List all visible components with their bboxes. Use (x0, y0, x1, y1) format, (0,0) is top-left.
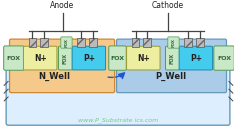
Bar (40, 38, 48, 47)
Bar (196, 38, 204, 47)
FancyBboxPatch shape (179, 46, 213, 70)
Text: N+: N+ (137, 54, 150, 63)
Text: www.P_Substrate ics.com: www.P_Substrate ics.com (78, 118, 158, 123)
Text: P+: P+ (190, 54, 202, 63)
FancyBboxPatch shape (168, 37, 179, 48)
Text: P_Well: P_Well (155, 72, 186, 81)
Bar (143, 38, 151, 47)
Text: Cathode: Cathode (152, 1, 184, 10)
Bar (132, 38, 139, 47)
Text: FOX: FOX (170, 53, 175, 64)
Bar (28, 38, 36, 47)
FancyBboxPatch shape (165, 46, 179, 70)
FancyBboxPatch shape (6, 65, 230, 125)
Text: N+: N+ (34, 54, 46, 63)
Text: FOX: FOX (64, 38, 68, 47)
FancyBboxPatch shape (4, 46, 24, 70)
Text: P+: P+ (83, 54, 95, 63)
FancyBboxPatch shape (59, 46, 73, 70)
FancyBboxPatch shape (23, 46, 57, 70)
Bar (89, 38, 97, 47)
FancyBboxPatch shape (72, 46, 105, 70)
Text: FOX: FOX (171, 38, 175, 47)
Text: FOX: FOX (110, 56, 124, 61)
FancyBboxPatch shape (9, 39, 115, 93)
FancyBboxPatch shape (109, 46, 126, 70)
Text: FOX: FOX (7, 56, 21, 61)
FancyBboxPatch shape (127, 46, 160, 70)
FancyBboxPatch shape (61, 37, 72, 48)
Text: FOX: FOX (217, 56, 231, 61)
Text: FOX: FOX (63, 53, 68, 64)
Bar (77, 38, 85, 47)
Text: Anode: Anode (50, 1, 75, 10)
Bar (184, 38, 192, 47)
FancyBboxPatch shape (117, 39, 227, 93)
FancyBboxPatch shape (214, 46, 234, 70)
Text: N_Well: N_Well (38, 72, 70, 81)
